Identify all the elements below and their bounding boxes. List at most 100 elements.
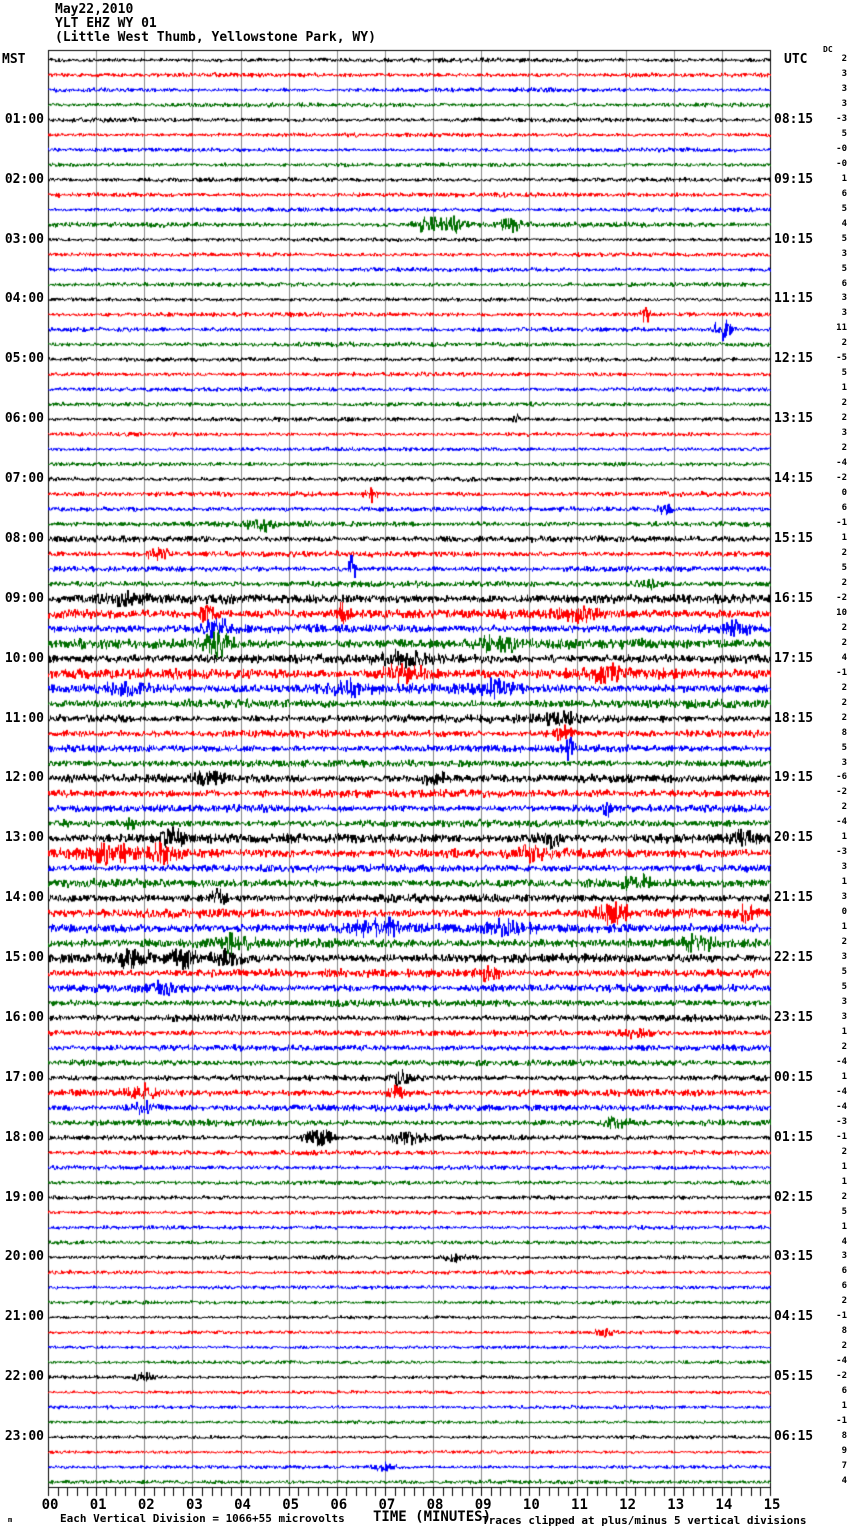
dc-value: 6 <box>841 188 847 199</box>
dc-value: 5 <box>841 1206 847 1217</box>
x-tick-label: 13 <box>667 1497 685 1513</box>
mst-label: 14:00 <box>4 890 44 906</box>
dc-value: 11 <box>836 323 847 334</box>
dc-value: 2 <box>841 413 847 424</box>
utc-axis-header: UTC <box>784 52 808 67</box>
dc-value: 3 <box>841 98 847 109</box>
scale-mark-glyph: m <box>8 1516 13 1524</box>
mst-label: 09:00 <box>4 590 44 606</box>
dc-value: -3 <box>836 847 847 858</box>
x-tick-label: 14 <box>715 1497 733 1513</box>
dc-value: 4 <box>841 652 847 663</box>
dc-value: 2 <box>841 697 847 708</box>
mst-label: 22:00 <box>4 1369 44 1385</box>
utc-label: 00:15 <box>774 1069 814 1085</box>
dc-value: 2 <box>841 577 847 588</box>
dc-value: -2 <box>836 592 847 603</box>
mst-label: 13:00 <box>4 830 44 846</box>
mst-label: 20:00 <box>4 1249 44 1265</box>
x-tick-label: 04 <box>234 1497 251 1513</box>
dc-value: -4 <box>836 1356 847 1367</box>
dc-value: 2 <box>841 398 847 409</box>
dc-value: 1 <box>841 1071 847 1082</box>
dc-value: -4 <box>836 1101 847 1112</box>
utc-label: 08:15 <box>774 111 814 127</box>
dc-value: 1 <box>841 877 847 888</box>
dc-value: 2 <box>841 712 847 723</box>
dc-value: 2 <box>841 1341 847 1352</box>
dc-value: -2 <box>836 1371 847 1382</box>
dc-value: 2 <box>841 1146 847 1157</box>
dc-value: 3 <box>841 892 847 903</box>
dc-value: 5 <box>841 128 847 139</box>
title-station: YLT EHZ WY 01 <box>55 16 157 31</box>
dc-value: 2 <box>841 622 847 633</box>
mst-label: 16:00 <box>4 1009 44 1025</box>
x-tick-label: 08 <box>426 1497 444 1513</box>
dc-value: 2 <box>841 443 847 454</box>
dc-value: 2 <box>841 802 847 813</box>
utc-label: 09:15 <box>774 171 814 187</box>
dc-value: -3 <box>836 113 847 124</box>
mst-label: 08:00 <box>4 530 44 546</box>
dc-value: 5 <box>841 562 847 573</box>
x-tick-label: 05 <box>282 1497 300 1513</box>
mst-label: 05:00 <box>4 351 44 367</box>
x-tick-label: 09 <box>474 1497 492 1513</box>
dc-value: 6 <box>841 278 847 289</box>
dc-value: 1 <box>841 832 847 843</box>
dc-value: 3 <box>841 308 847 319</box>
dc-value: 5 <box>841 263 847 274</box>
utc-label: 13:15 <box>774 411 814 427</box>
dc-value: 4 <box>841 1236 847 1247</box>
dc-value: 2 <box>841 54 847 64</box>
utc-label: 02:15 <box>774 1189 814 1205</box>
dc-value: 1 <box>841 922 847 933</box>
utc-label: 03:15 <box>774 1249 814 1265</box>
title-location: (Little West Thumb, Yellowstone Park, WY… <box>55 30 376 45</box>
dc-value: -4 <box>836 1086 847 1097</box>
dc-value: 2 <box>841 1041 847 1052</box>
mst-label: 23:00 <box>4 1429 44 1445</box>
dc-value: 1 <box>841 1161 847 1172</box>
utc-label: 17:15 <box>774 650 814 666</box>
utc-label: 01:15 <box>774 1129 814 1145</box>
dc-value: 2 <box>841 682 847 693</box>
dc-value: 1 <box>841 1401 847 1412</box>
utc-label: 11:15 <box>774 291 814 307</box>
x-tick-label: 15 <box>763 1497 781 1513</box>
dc-value: 1 <box>841 1026 847 1037</box>
dc-value: 6 <box>841 1386 847 1397</box>
dc-value: 3 <box>841 293 847 304</box>
x-axis-title: TIME (MINUTES) <box>373 1509 492 1525</box>
mst-label: 21:00 <box>4 1309 44 1325</box>
dc-value: -3 <box>836 1116 847 1127</box>
dc-value: -4 <box>836 817 847 828</box>
x-tick-label: 01 <box>89 1497 107 1513</box>
dc-value: 8 <box>841 727 847 738</box>
dc-value: 3 <box>841 997 847 1007</box>
dc-value: 9 <box>841 1446 847 1457</box>
dc-value: 0 <box>841 907 847 918</box>
dc-value: 1 <box>841 173 847 184</box>
mst-label: 19:00 <box>4 1189 44 1205</box>
dc-value: 3 <box>841 248 847 259</box>
dc-value: 4 <box>841 218 847 229</box>
dc-value: -4 <box>836 1056 847 1067</box>
dc-value: 3 <box>841 757 847 768</box>
mst-label: 01:00 <box>4 111 44 127</box>
x-tick-label: 07 <box>378 1497 396 1513</box>
dc-value: 6 <box>841 503 847 514</box>
utc-label: 23:15 <box>774 1009 814 1025</box>
dc-value: 0 <box>841 488 847 499</box>
mst-label: 10:00 <box>4 650 44 666</box>
title-date: May22,2010 <box>55 2 134 17</box>
mst-label: 04:00 <box>4 291 44 307</box>
dc-value: 7 <box>841 1461 847 1472</box>
dc-value: 3 <box>841 862 847 873</box>
dc-value: 10 <box>836 607 847 618</box>
dc-value: -1 <box>836 518 847 529</box>
dc-value: -1 <box>836 667 847 678</box>
dc-value: 5 <box>841 982 847 993</box>
dc-value: 2 <box>841 937 847 948</box>
